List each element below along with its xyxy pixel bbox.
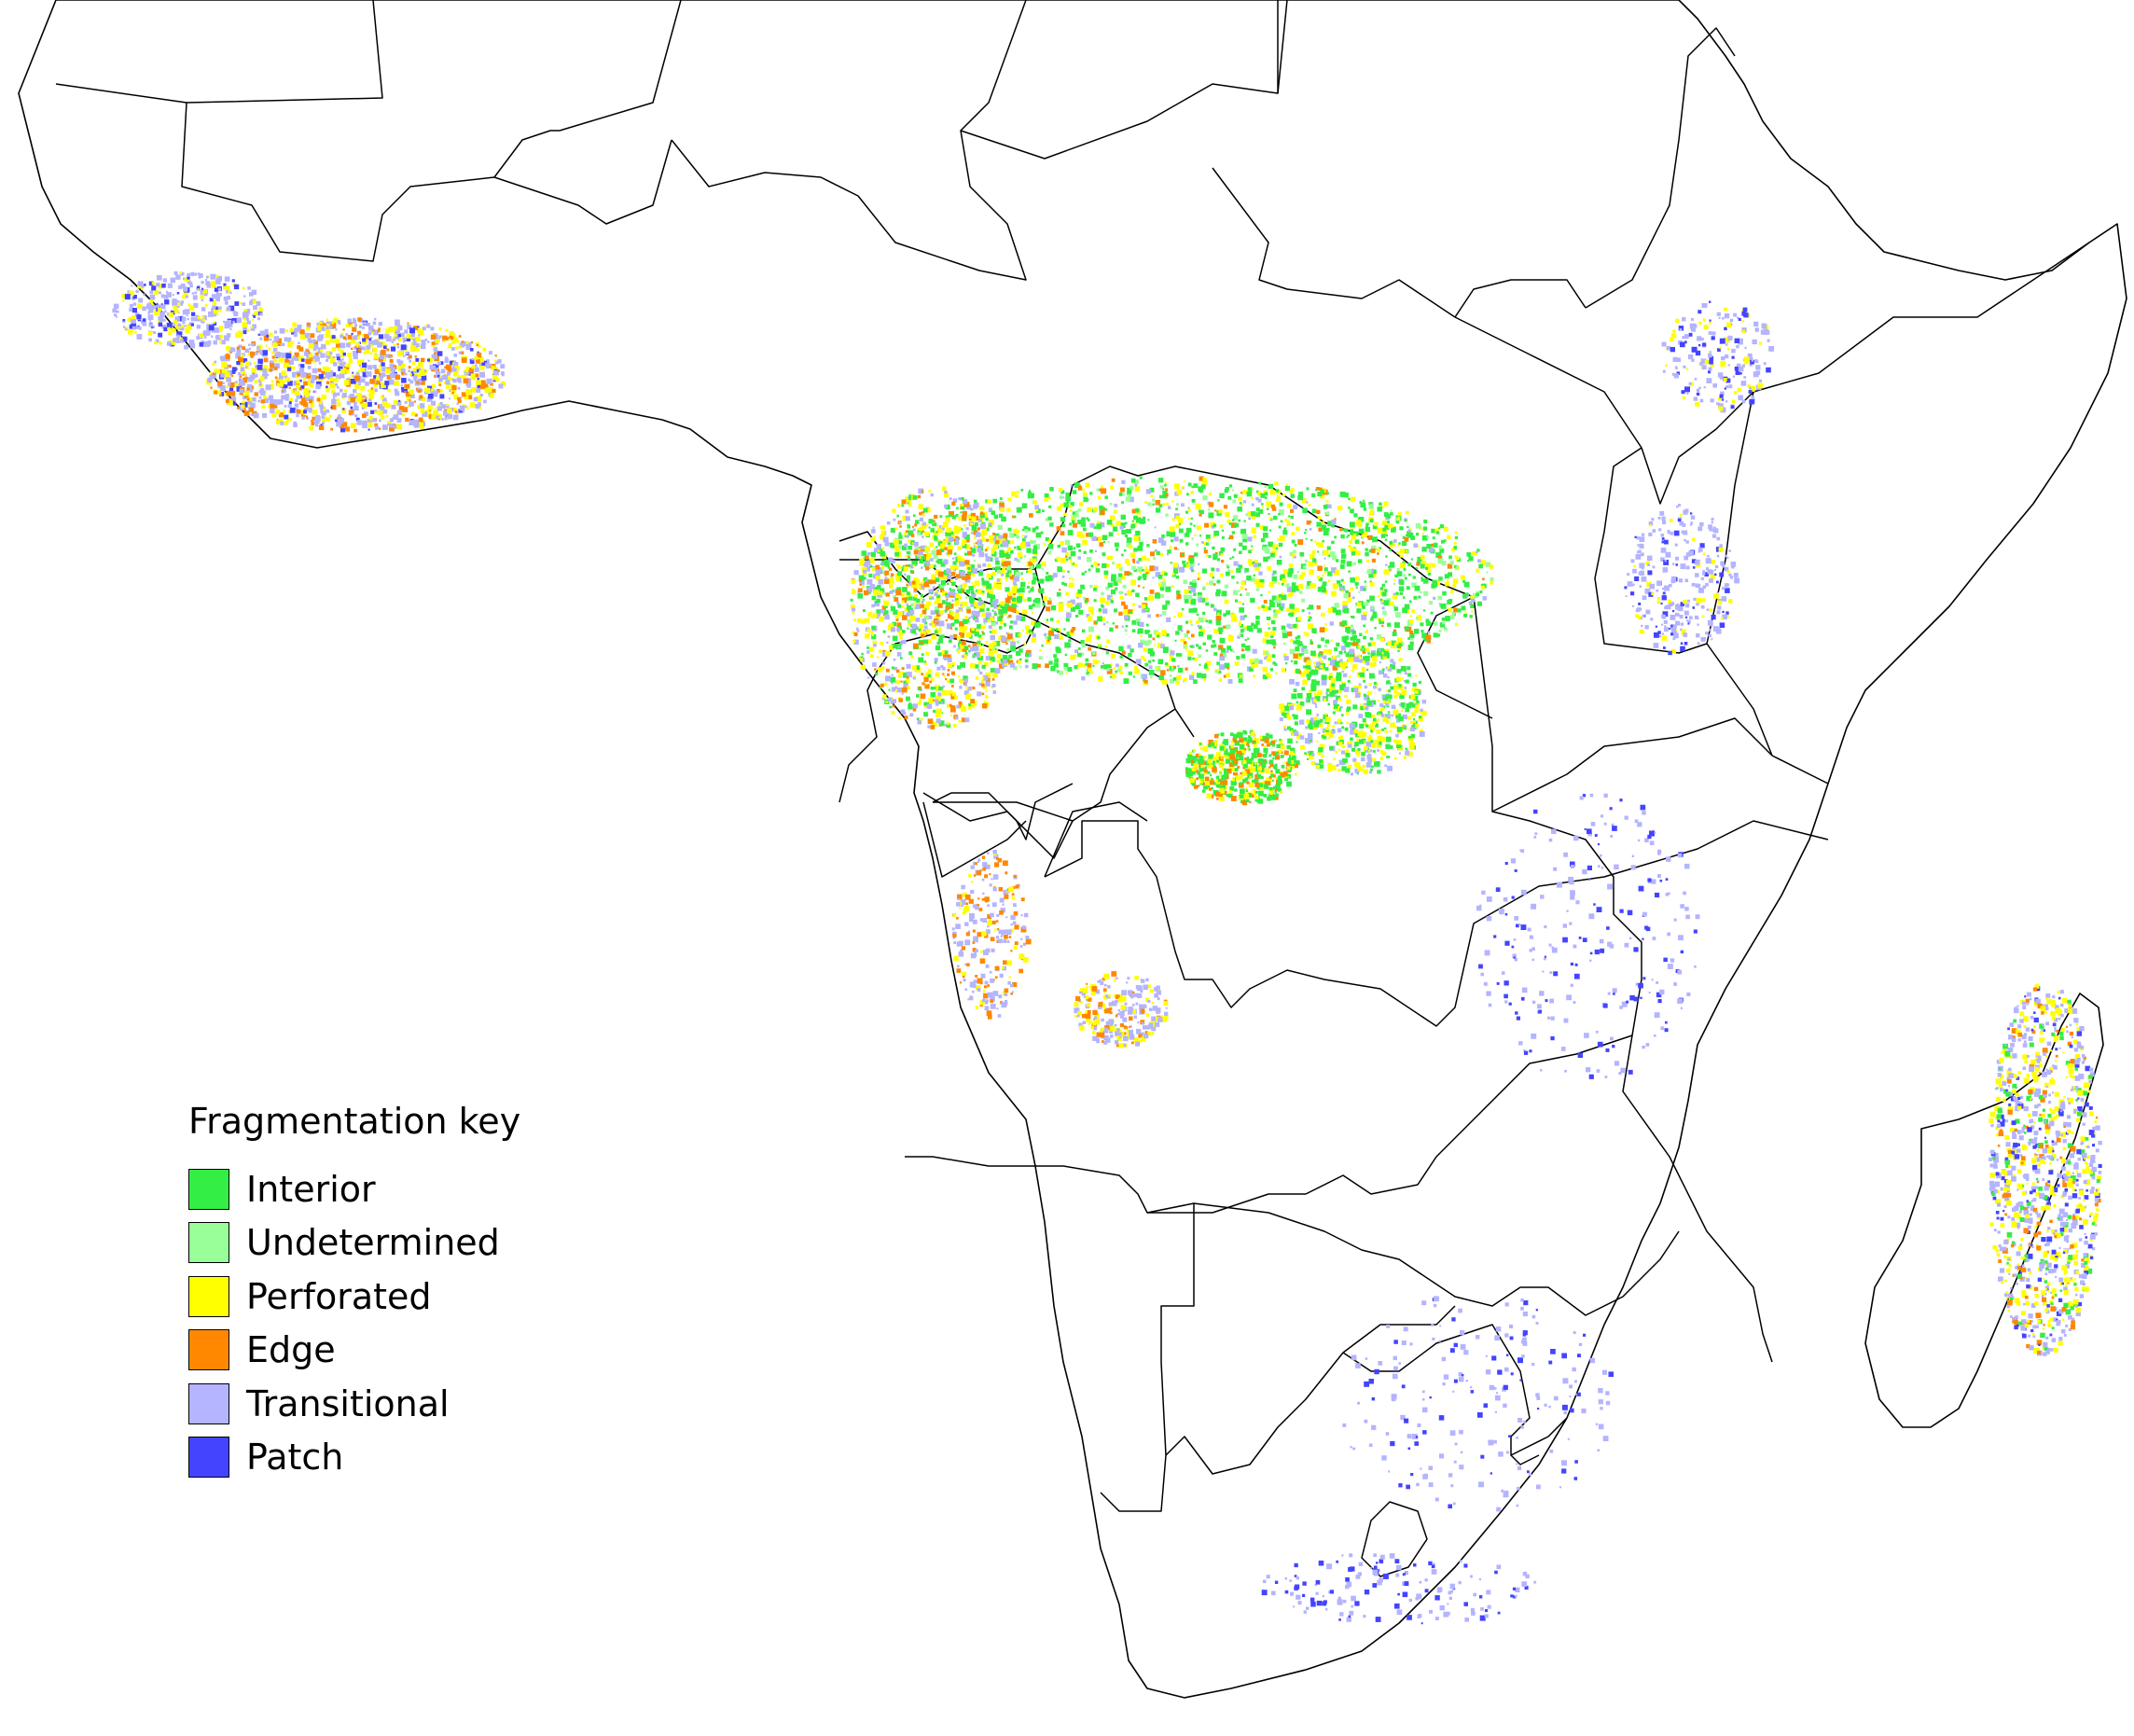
legend-label: Patch xyxy=(246,1437,344,1479)
legend-item-edge: Edge xyxy=(188,1324,520,1378)
africa-mainland xyxy=(18,0,2127,1699)
fragmentation-legend: Fragmentation key Interior Undetermined … xyxy=(188,1101,520,1484)
legend-item-patch: Patch xyxy=(188,1431,520,1485)
legend-swatch-perforated xyxy=(188,1275,229,1317)
legend-swatch-patch xyxy=(188,1437,229,1479)
legend-item-undetermined: Undetermined xyxy=(188,1216,520,1271)
legend-label: Undetermined xyxy=(246,1222,500,1264)
legend-item-transitional: Transitional xyxy=(188,1377,520,1431)
legend-swatch-undetermined xyxy=(188,1222,229,1264)
legend-swatch-edge xyxy=(188,1329,229,1371)
legend-label: Transitional xyxy=(246,1382,450,1424)
legend-label: Edge xyxy=(246,1329,336,1371)
legend-label: Perforated xyxy=(246,1275,432,1317)
legend-item-interior: Interior xyxy=(188,1162,520,1216)
legend-swatch-transitional xyxy=(188,1382,229,1424)
legend-label: Interior xyxy=(246,1168,376,1210)
forest-fragmentation-layer xyxy=(112,271,2102,1625)
legend-title: Fragmentation key xyxy=(188,1101,521,1142)
madagascar xyxy=(1864,993,2104,1428)
country-borders xyxy=(55,0,2090,1577)
legend-swatch-interior xyxy=(188,1168,229,1210)
legend-item-perforated: Perforated xyxy=(188,1270,520,1324)
